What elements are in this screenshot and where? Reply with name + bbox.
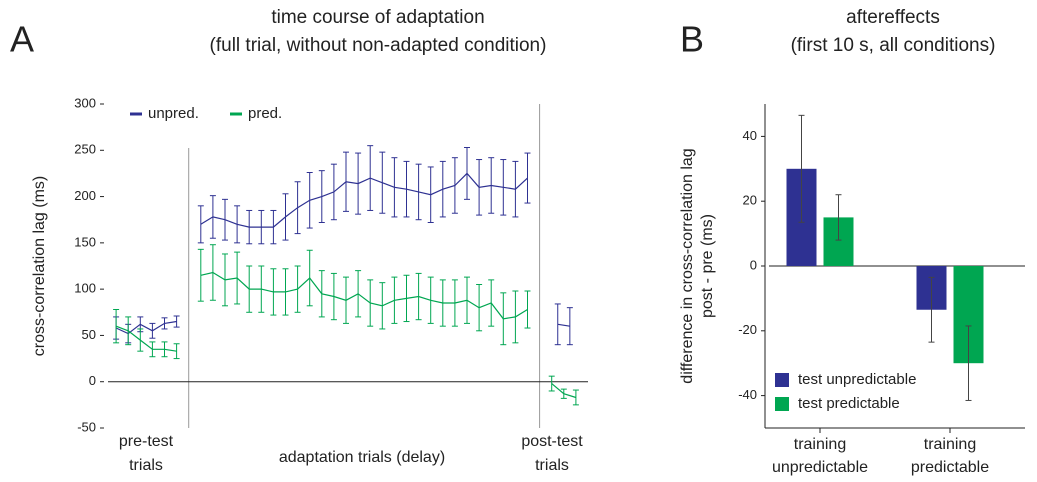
x-tick-label: unpredictable bbox=[772, 459, 868, 476]
chart-title: aftereffects bbox=[846, 7, 940, 28]
x-group-label: trials bbox=[129, 457, 163, 474]
y-tick-label: 0 bbox=[89, 373, 96, 388]
y-axis-label: cross-correlation lag (ms) bbox=[31, 176, 48, 356]
y-tick-label: 200 bbox=[74, 188, 96, 203]
panel-label: A bbox=[10, 19, 34, 60]
x-tick-label: training bbox=[924, 436, 976, 453]
legend-swatch bbox=[775, 397, 789, 411]
legend-label: test predictable bbox=[798, 395, 900, 412]
y-tick-label: -40 bbox=[738, 387, 757, 402]
y-tick-label: 20 bbox=[743, 193, 757, 208]
y-axis-label: post - pre (ms) bbox=[699, 214, 716, 318]
legend-swatch bbox=[775, 373, 789, 387]
x-group-label: post-test bbox=[521, 433, 583, 450]
x-tick-label: predictable bbox=[911, 459, 989, 476]
y-tick-label: 40 bbox=[743, 128, 757, 143]
y-tick-label: 150 bbox=[74, 234, 96, 249]
legend-label: pred. bbox=[248, 105, 282, 122]
x-group-label: pre-test bbox=[119, 433, 174, 450]
series-line bbox=[115, 172, 570, 335]
y-tick-label: 50 bbox=[82, 327, 96, 342]
legend-label: test unpredictable bbox=[798, 371, 916, 388]
y-axis-label: difference in cross-correlation lag bbox=[679, 148, 696, 383]
y-tick-label: 100 bbox=[74, 281, 96, 296]
panel-label: B bbox=[680, 19, 704, 60]
x-group-label: adaptation trials (delay) bbox=[279, 449, 445, 466]
y-tick-label: 250 bbox=[74, 142, 96, 157]
chart-subtitle: (full trial, without non-adapted conditi… bbox=[210, 35, 547, 56]
chart-subtitle: (first 10 s, all conditions) bbox=[791, 35, 996, 56]
legend-label: unpred. bbox=[148, 105, 199, 122]
x-group-label: trials bbox=[535, 457, 569, 474]
y-tick-label: 300 bbox=[74, 95, 96, 110]
chart-title: time course of adaptation bbox=[271, 7, 484, 28]
y-tick-label: 0 bbox=[750, 257, 757, 272]
x-tick-label: training bbox=[794, 436, 846, 453]
y-tick-label: -20 bbox=[738, 322, 757, 337]
y-tick-label: -50 bbox=[77, 419, 96, 434]
